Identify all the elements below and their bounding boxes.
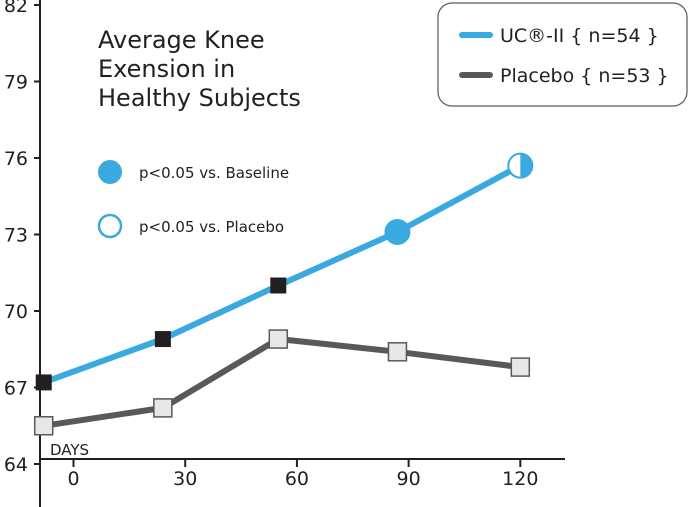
point-placebo [510,357,531,377]
point-uc-ii [35,374,52,391]
series-line-placebo [43,336,521,429]
y-tick-label: 73 [4,225,28,247]
significance-notes: p<0.05 vs. Baseline p<0.05 vs. Placebo [97,160,289,239]
y-tick-label: 64 [4,454,28,476]
point-uc-ii [270,277,287,294]
point-uc-ii [384,218,411,245]
y-tick-label: 76 [4,148,28,170]
legend-label-uc-ii: UC®-II { n=54 } [500,25,659,47]
point-placebo [33,416,54,436]
y-tick-label: 82 [4,0,28,17]
point-placebo [268,329,289,349]
legend-box [437,2,688,107]
title-line-3: Healthy Subjects [98,84,301,112]
legend-label-placebo: Placebo { n=53 } [500,65,669,87]
series-layer [33,152,534,436]
title-line-2: Exension in [98,55,235,83]
note-baseline: p<0.05 vs. Baseline [139,164,289,182]
x-tick-label: 0 [67,468,79,490]
y-tick-label: 70 [4,301,28,323]
filled-circle-icon [98,160,122,184]
legend: UC®-II { n=54 } Placebo { n=53 } [437,2,688,107]
series-line-uc-ii [42,162,522,386]
point-uc-ii-half [520,153,533,178]
x-tick-label: 30 [173,468,197,490]
note-placebo: p<0.05 vs. Placebo [139,218,284,236]
axes: 64 67 70 73 76 79 82 0 30 60 90 120 DAYS [4,0,565,507]
point-placebo [153,398,173,418]
point-placebo [387,342,408,362]
y-tick-label: 79 [4,72,28,94]
x-tick-label: 60 [285,468,309,490]
open-circle-icon [97,213,123,239]
x-tick-label: 90 [397,468,421,490]
point-uc-ii [154,331,171,348]
x-axis-label: DAYS [50,441,89,459]
chart-title: Average Knee Exension in Healthy Subject… [98,26,301,112]
y-tick-label: 67 [4,378,28,400]
x-tick-label: 120 [502,468,538,490]
title-line-1: Average Knee [98,26,265,54]
